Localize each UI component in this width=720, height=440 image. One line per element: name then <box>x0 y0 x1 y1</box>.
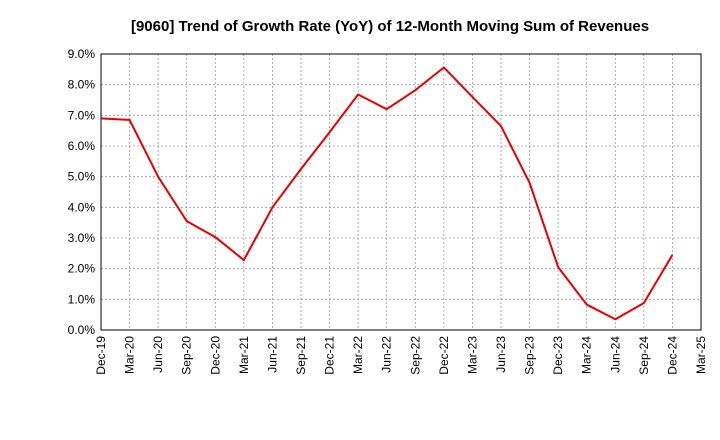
x-tick-label: Sep-21 <box>294 336 308 375</box>
y-tick-label: 3.0% <box>68 231 96 245</box>
x-tick-label: Sep-23 <box>523 336 537 375</box>
y-tick-label: 1.0% <box>68 292 96 306</box>
x-tick-label: Dec-19 <box>94 336 108 375</box>
y-tick-label: 2.0% <box>68 262 96 276</box>
x-tick-label: Jun-21 <box>265 336 279 373</box>
x-tick-label: Dec-23 <box>551 336 565 375</box>
grid-lines <box>101 54 701 330</box>
x-tick-label: Dec-21 <box>323 336 337 375</box>
x-tick-label: Sep-24 <box>637 336 651 375</box>
x-axis: Dec-19 Mar-20 Jun-20 Sep-20 Dec-20 Mar-21 Jun-… <box>94 336 708 375</box>
x-tick-label: Jun-23 <box>494 336 508 373</box>
x-tick-label: Dec-22 <box>437 336 451 375</box>
x-tick-label: Mar-25 <box>694 336 708 374</box>
y-tick-label: 9.0% <box>68 47 96 61</box>
y-tick-label: 0.0% <box>68 323 96 337</box>
x-tick-label: Sep-22 <box>408 336 422 375</box>
x-tick-label: Jun-24 <box>608 336 622 373</box>
x-tick-label: Jun-22 <box>380 336 394 373</box>
x-tick-label: Sep-20 <box>180 336 194 375</box>
y-tick-label: 6.0% <box>68 139 96 153</box>
x-tick-label: Jun-20 <box>151 336 165 373</box>
series-line <box>100 66 674 321</box>
x-tick-label: Mar-23 <box>465 336 479 374</box>
y-tick-label: 8.0% <box>68 78 96 92</box>
y-tick-label: 4.0% <box>68 200 96 214</box>
y-axis: 0.0% 1.0% 2.0% 3.0% 4.0% 5.0% 6.0% 7.0% 8.0% 9.0% <box>68 47 96 337</box>
x-tick-label: Mar-22 <box>351 336 365 374</box>
x-tick-label: Mar-24 <box>580 336 594 374</box>
series-layer <box>100 66 674 321</box>
chart-title: [9060] Trend of Growth Rate (YoY) of 12-… <box>131 18 649 35</box>
plot-area <box>101 54 701 330</box>
x-tick-label: Mar-20 <box>123 336 137 374</box>
y-tick-label: 7.0% <box>68 108 96 122</box>
y-tick-label: 5.0% <box>68 170 96 184</box>
x-tick-label: Mar-21 <box>237 336 251 374</box>
x-tick-label: Dec-20 <box>208 336 222 375</box>
plot-frame <box>100 53 702 331</box>
x-tick-label: Dec-24 <box>665 336 679 375</box>
